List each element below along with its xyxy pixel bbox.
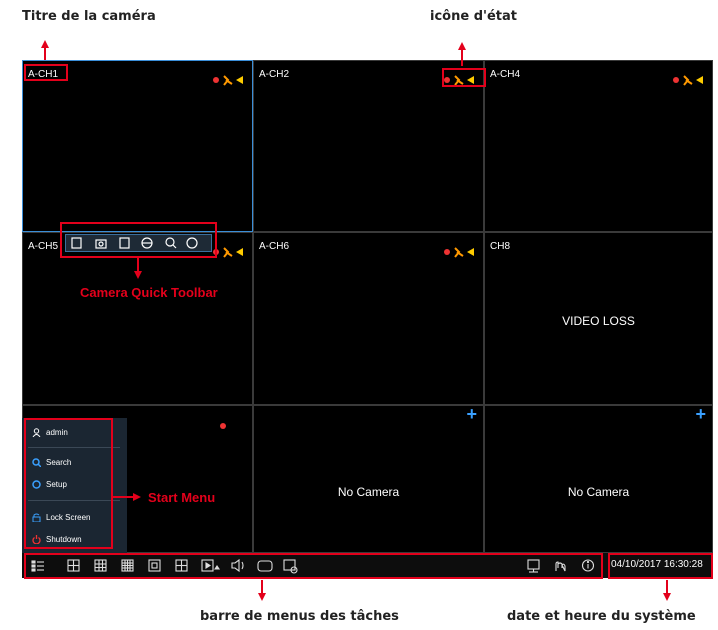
icon xyxy=(32,428,41,437)
camera-cell[interactable]: A-CH4 xyxy=(484,60,713,232)
status-icons xyxy=(213,75,243,86)
annotation: Start Menu xyxy=(148,490,216,505)
menu-item[interactable]: Lock Screen xyxy=(32,513,90,522)
status-icons xyxy=(673,75,703,86)
record-dot xyxy=(220,423,226,429)
status-icons xyxy=(213,247,243,258)
annotation: Titre de la caméra xyxy=(22,9,156,24)
video-loss: VIDEO LOSS xyxy=(562,314,635,328)
menu-item[interactable]: Shutdown xyxy=(32,535,82,544)
menu-label: Setup xyxy=(46,480,67,489)
camera-cell[interactable]: + No Camera xyxy=(484,404,713,553)
highlight-box xyxy=(60,222,217,258)
channel-label: A-CH2 xyxy=(259,69,290,80)
channel-label: A-CH5 xyxy=(28,241,59,252)
taskbar: 04/10/2017 16:30:28 xyxy=(22,553,713,578)
annotation: date et heure du système xyxy=(507,609,696,624)
annotation: Camera Quick Toolbar xyxy=(80,285,218,300)
start-menu: admin Search Setup Lock Screen Shutdown xyxy=(22,418,127,553)
channel-label: A-CH4 xyxy=(490,69,521,80)
add-camera[interactable]: + xyxy=(466,404,477,424)
quick-toolbar xyxy=(65,234,212,252)
camera-cell[interactable]: + No Camera xyxy=(253,404,484,553)
status-icons xyxy=(444,247,474,258)
icon xyxy=(32,480,41,489)
system-datetime: 04/10/2017 16:30:28 xyxy=(611,559,703,570)
menu-item[interactable]: admin xyxy=(32,428,68,437)
highlight-box xyxy=(608,553,713,579)
icon xyxy=(32,513,41,522)
menu-label: admin xyxy=(46,428,68,437)
camera-cell[interactable]: A-CH6 xyxy=(253,232,484,405)
highlight-box xyxy=(24,64,68,81)
status-icons xyxy=(444,75,474,86)
menu-label: Search xyxy=(46,458,72,467)
menu-item[interactable]: Search xyxy=(32,458,71,467)
channel-label: CH8 xyxy=(490,241,511,252)
icon xyxy=(32,535,41,544)
annotation: barre de menus des tâches xyxy=(200,609,399,624)
channel-label: A-CH6 xyxy=(259,241,290,252)
highlight-box xyxy=(24,553,603,579)
no-camera: No Camera xyxy=(337,485,400,499)
menu-label: Lock Screen xyxy=(46,513,91,522)
camera-cell[interactable]: CH8 VIDEO LOSS xyxy=(484,232,713,405)
camera-cell[interactable]: A-CH1 xyxy=(22,60,253,232)
add-camera[interactable]: + xyxy=(695,404,706,424)
no-camera: No Camera xyxy=(567,485,630,499)
menu-item[interactable]: Setup xyxy=(32,480,67,489)
highlight-box xyxy=(442,68,486,87)
annotation: icône d'état xyxy=(430,9,517,24)
toolbar-icons xyxy=(71,237,198,249)
highlight-box xyxy=(24,418,113,549)
menu-label: Shutdown xyxy=(46,535,82,544)
channel-label: A-CH1 xyxy=(28,69,59,80)
divider xyxy=(28,500,120,501)
taskbar-icons xyxy=(31,558,595,574)
camera-cell[interactable]: A-CH2 xyxy=(253,60,484,232)
icon xyxy=(32,458,41,467)
divider xyxy=(28,447,120,448)
